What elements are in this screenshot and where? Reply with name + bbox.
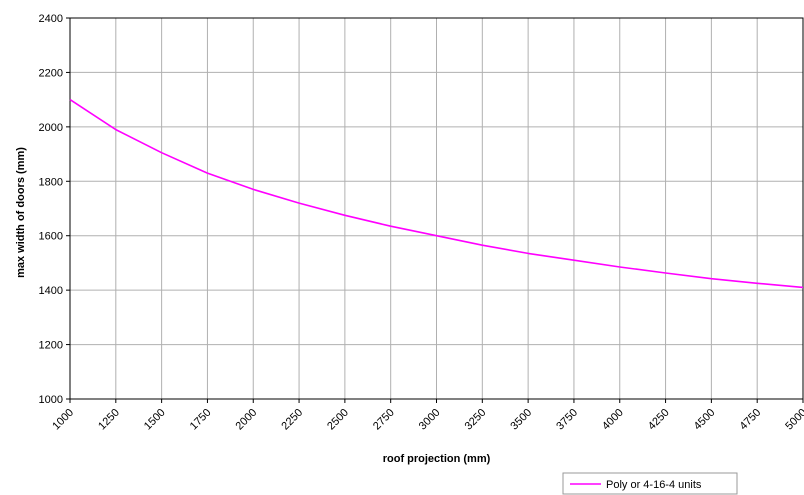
x-tick-label: 5000 (783, 407, 804, 433)
y-tick-label: 1000 (39, 394, 63, 406)
legend: Poly or 4-16-4 units (562, 472, 738, 495)
x-tick-label: 3250 (463, 407, 489, 433)
y-tick-label: 1600 (39, 231, 63, 243)
y-tick-label: 1400 (39, 285, 63, 297)
x-tick-label: 3000 (417, 407, 443, 433)
x-tick-label: 2500 (325, 407, 351, 433)
series-layer (69, 98, 804, 289)
y-axis-title: max width of doors (mm) (15, 147, 27, 278)
y-tick-label: 1800 (39, 176, 63, 188)
x-tick-label: 1250 (96, 407, 122, 433)
x-tick-label: 2750 (371, 407, 397, 433)
y-tick-label: 2400 (39, 13, 63, 25)
x-tick-label: 3750 (554, 407, 580, 433)
series-line-poly (69, 98, 804, 289)
y-axis-ticks: 1000 1200 1400 1600 1800 2000 2200 2400 (39, 13, 70, 406)
grid-lines (69, 17, 804, 400)
x-tick-label: 4500 (692, 407, 718, 433)
legend-box (562, 472, 738, 495)
x-tick-label: 3500 (508, 407, 534, 433)
x-tick-label: 1750 (188, 407, 214, 433)
legend-label-poly: Poly or 4-16-4 units (606, 479, 702, 491)
x-tick-label: 4250 (646, 407, 672, 433)
y-tick-label: 2000 (39, 122, 63, 134)
x-tick-label: 4750 (738, 407, 764, 433)
x-tick-label: 1000 (50, 407, 76, 433)
x-tick-label: 4000 (600, 407, 626, 433)
x-tick-label: 1500 (142, 407, 168, 433)
x-tick-label: 2250 (279, 407, 305, 433)
y-tick-label: 2200 (39, 67, 63, 79)
y-tick-label: 1200 (39, 340, 63, 352)
x-axis-title: roof projection (mm) (383, 453, 491, 465)
x-tick-label: 2000 (234, 407, 260, 433)
x-axis-ticks: 1000 1250 1500 1750 2000 2250 2500 2750 3000 3250… (50, 399, 804, 432)
